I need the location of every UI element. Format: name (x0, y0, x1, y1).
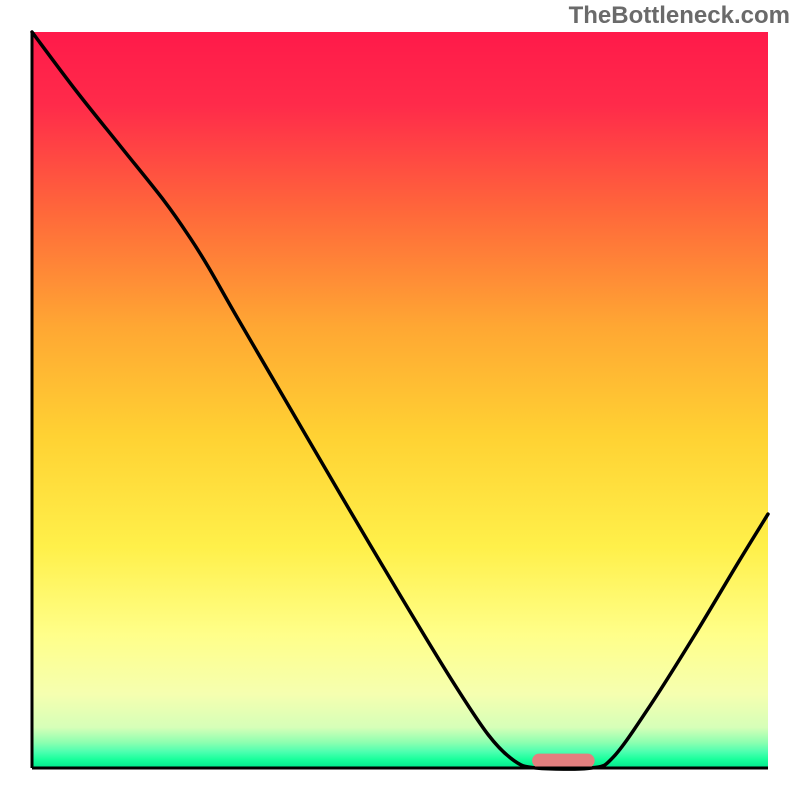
bottleneck-chart (0, 0, 800, 800)
optimal-marker (532, 754, 595, 768)
gradient-background (32, 32, 768, 768)
chart-container: TheBottleneck.com (0, 0, 800, 800)
watermark-text: TheBottleneck.com (569, 2, 790, 30)
